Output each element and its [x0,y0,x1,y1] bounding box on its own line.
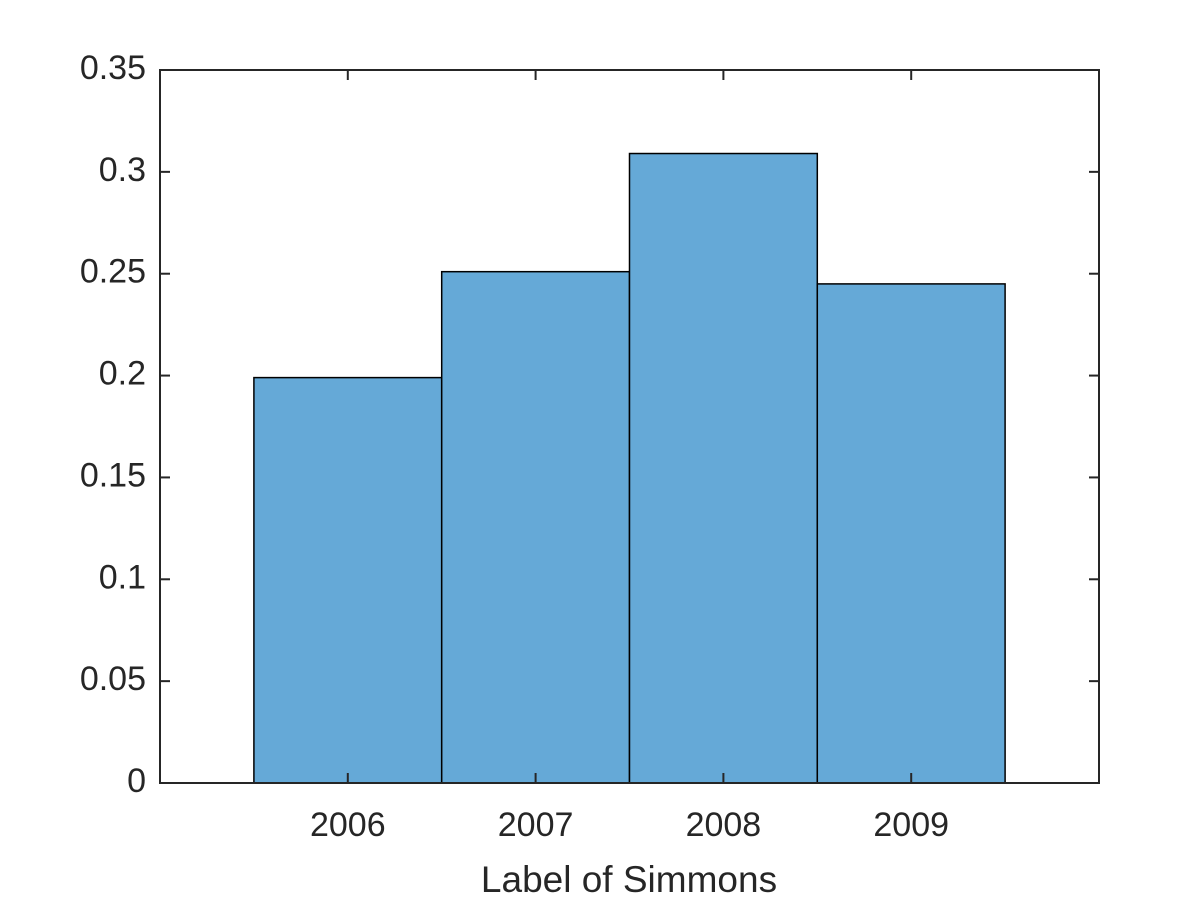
y-tick-label: 0.25 [80,253,146,291]
bar [816,283,1006,784]
axes-box [159,69,1100,784]
y-tick-label: 0.05 [80,660,146,698]
x-tick-label: 2006 [310,806,386,844]
y-tick-label: 0 [127,762,146,800]
y-tick-label: 0.1 [99,558,146,596]
x-axis-label: Label of Simmons [481,859,777,900]
x-tick-label: 2008 [686,806,762,844]
bar [253,376,443,784]
bar [440,270,631,784]
y-tick-label: 0.3 [99,151,146,189]
bar [628,152,819,784]
y-tick-label: 0.15 [80,456,146,494]
x-tick-label: 2009 [873,806,949,844]
x-tick-label: 2007 [498,806,574,844]
y-tick-label: 0.2 [99,355,146,393]
y-tick-label: 0.35 [80,49,146,87]
